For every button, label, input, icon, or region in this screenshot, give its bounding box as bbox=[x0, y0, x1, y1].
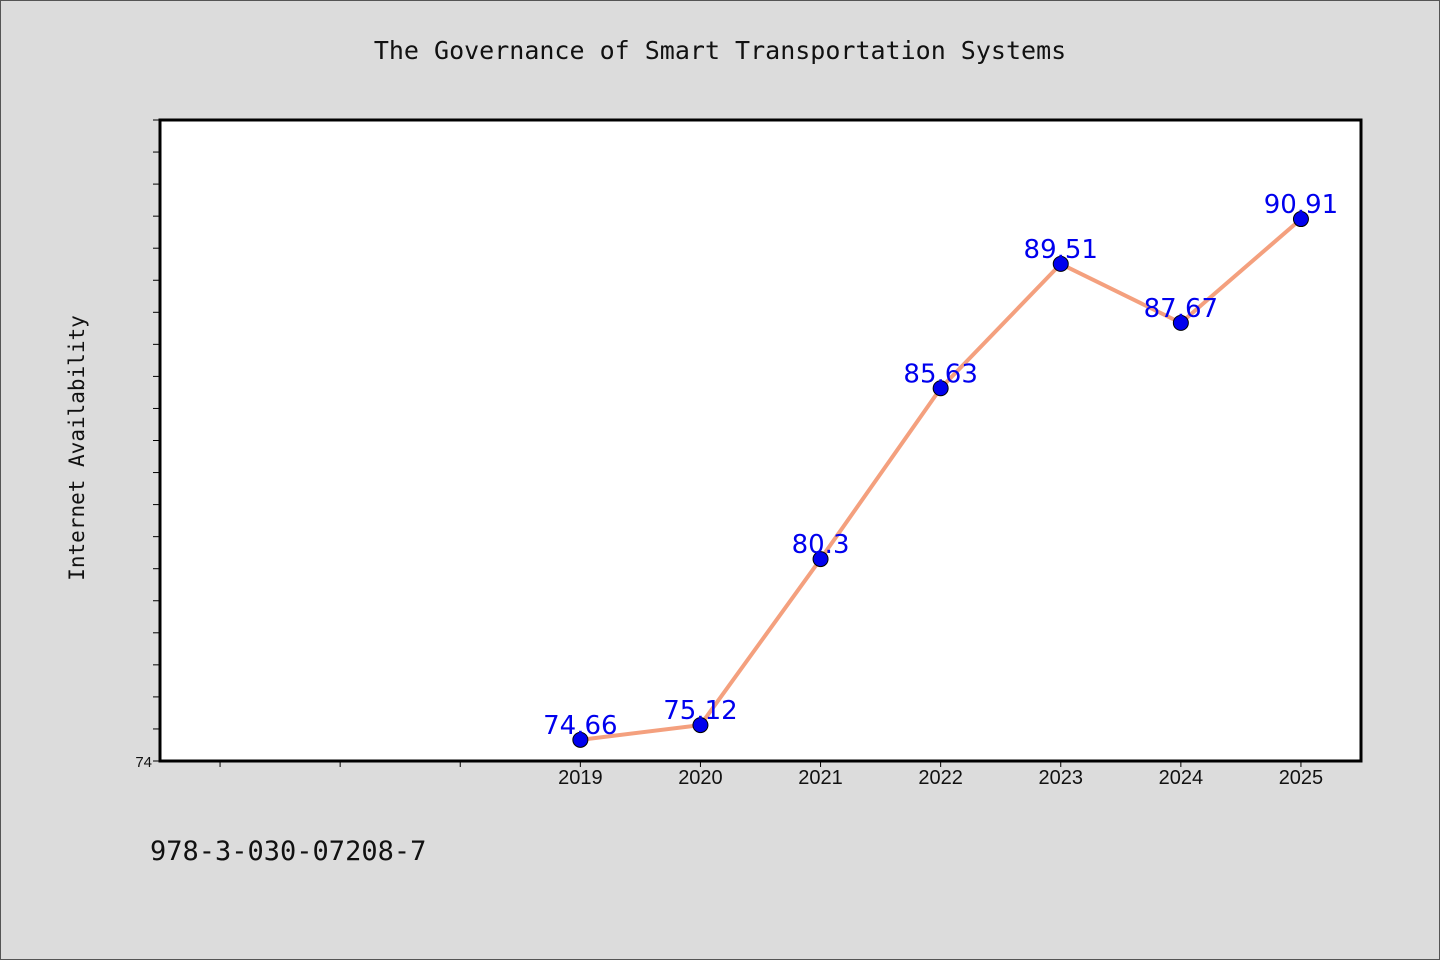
data-point-marker bbox=[572, 731, 589, 748]
y-axis-ticks: 74 bbox=[135, 119, 160, 771]
data-point-marker bbox=[1172, 314, 1189, 331]
data-label: 89.51 bbox=[1024, 235, 1098, 265]
data-point-marker bbox=[812, 551, 829, 568]
data-label: 87.67 bbox=[1144, 294, 1218, 324]
isbn-text: 978-3-030-07208-7 bbox=[150, 836, 427, 867]
y-tick-label: 74 bbox=[135, 754, 152, 771]
x-tick-label: 2020 bbox=[678, 767, 723, 789]
data-label: 75.12 bbox=[663, 696, 737, 726]
x-tick-label: 2025 bbox=[1279, 767, 1324, 789]
data-markers bbox=[572, 211, 1309, 748]
data-label: 85.63 bbox=[903, 359, 977, 389]
data-label: 90.91 bbox=[1264, 190, 1338, 220]
data-point-marker bbox=[1052, 255, 1069, 272]
x-tick-label: 2022 bbox=[918, 767, 963, 789]
data-point-marker bbox=[692, 717, 709, 734]
x-axis-ticks: 2019 2020 2021 2022 2023 2024 2025 bbox=[219, 761, 1324, 789]
x-tick-label: 2023 bbox=[1039, 767, 1084, 789]
data-label: 74.66 bbox=[543, 711, 617, 741]
data-label: 80.3 bbox=[792, 530, 850, 560]
plot-area bbox=[158, 118, 1363, 763]
data-labels: 74.66 75.12 80.3 85.63 89.51 87.67 90.91 bbox=[543, 190, 1338, 741]
data-point-marker bbox=[1292, 211, 1309, 228]
chart-title: The Governance of Smart Transportation S… bbox=[373, 36, 1067, 65]
data-point-marker bbox=[932, 380, 949, 397]
x-tick-label: 2019 bbox=[558, 767, 603, 789]
x-tick-label: 2021 bbox=[798, 767, 843, 789]
x-tick-label: 2024 bbox=[1159, 767, 1204, 789]
